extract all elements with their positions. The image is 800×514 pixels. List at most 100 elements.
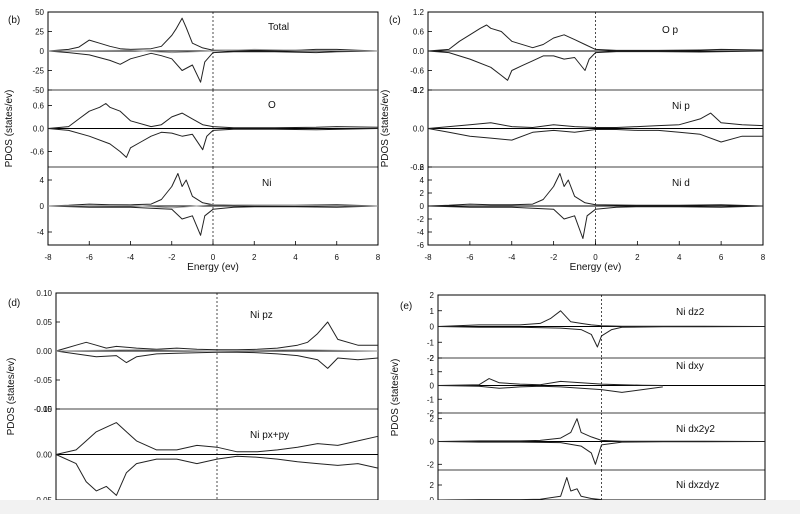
series-line	[437, 310, 766, 327]
series-line	[47, 128, 379, 158]
subplot-annotation: Ni	[262, 178, 271, 189]
series-line	[427, 205, 764, 239]
subplot-annotation: Ni dxy	[676, 361, 704, 372]
subplot-annotation: Ni dz2	[676, 307, 705, 318]
y-tick-label: 2	[430, 415, 435, 424]
series-line	[437, 385, 663, 393]
y-tick-label: 0.10	[36, 289, 52, 298]
x-tick-label: 8	[761, 253, 766, 262]
series-line	[47, 173, 379, 207]
y-tick-label: -2	[427, 409, 435, 418]
y-tick-label: 4	[420, 176, 425, 185]
series-line	[47, 204, 379, 209]
series-line	[427, 50, 764, 81]
y-tick-label: 2	[430, 354, 435, 363]
x-tick-label: -2	[168, 253, 176, 262]
y-tick-label: -2	[427, 460, 435, 469]
series-line	[437, 441, 766, 465]
y-tick-label: 1	[430, 307, 435, 316]
y-tick-label: -2	[427, 354, 435, 363]
x-tick-label: 0	[211, 253, 216, 262]
x-tick-label: -4	[508, 253, 516, 262]
subplot-annotation: Ni dxzdyz	[676, 480, 719, 491]
subplot-annotation: Ni p	[672, 101, 690, 112]
series-line	[47, 17, 379, 52]
y-tick-label: 0	[430, 382, 435, 391]
x-axis-label: Energy (ev)	[570, 262, 622, 273]
subplot-annotation: Total	[268, 22, 289, 33]
series-line	[47, 50, 379, 83]
series-line	[47, 103, 379, 129]
series-line	[47, 48, 379, 54]
y-tick-label: -4	[37, 228, 45, 237]
x-tick-label: 4	[677, 253, 682, 262]
series-line	[427, 112, 764, 129]
subplot-annotation: Ni px+py	[250, 430, 289, 441]
panel-frame-d	[55, 292, 379, 501]
y-tick-label: 0.2	[413, 86, 425, 95]
y-tick-label: -25	[32, 67, 44, 76]
y-tick-label: 0	[430, 323, 435, 332]
series-line	[55, 349, 379, 352]
x-tick-label: 8	[376, 253, 381, 262]
series-line	[437, 477, 602, 501]
panel-label: (c)	[389, 15, 401, 26]
x-tick-label: 2	[635, 253, 640, 262]
y-tick-label: 0	[40, 202, 45, 211]
y-tick-label: -6	[417, 241, 425, 250]
y-tick-label: 2	[420, 189, 425, 198]
x-tick-label: -6	[466, 253, 474, 262]
y-axis-label: PDOS (states/ev)	[4, 90, 15, 168]
y-tick-label: -0.10	[34, 405, 53, 414]
y-tick-label: 0.00	[36, 347, 52, 356]
y-tick-label: 1	[430, 368, 435, 377]
y-tick-label: 50	[35, 8, 44, 17]
y-axis-label: PDOS (states/ev)	[6, 358, 17, 436]
y-tick-label: -1	[427, 395, 435, 404]
y-tick-label: -1	[427, 338, 435, 347]
y-tick-label: 1.2	[413, 8, 425, 17]
y-tick-label: -0.05	[34, 376, 53, 385]
x-axis-label: Energy (ev)	[187, 262, 239, 273]
y-tick-label: 0.05	[36, 405, 52, 414]
y-tick-label: -0.6	[30, 148, 44, 157]
x-tick-label: 0	[593, 253, 598, 262]
y-axis-label: PDOS (states/ev)	[380, 90, 391, 168]
x-tick-label: 6	[719, 253, 724, 262]
series-line	[55, 422, 379, 455]
y-tick-label: 2	[430, 291, 435, 300]
x-tick-label: -8	[44, 253, 52, 262]
subplot-annotation: O	[268, 100, 276, 111]
series-line	[427, 24, 764, 52]
x-tick-label: 4	[293, 253, 298, 262]
x-tick-label: -6	[86, 253, 94, 262]
y-tick-label: -1.2	[410, 86, 424, 95]
y-tick-label: 0.0	[33, 125, 45, 134]
y-tick-label: -0.6	[410, 67, 424, 76]
y-tick-label: -4	[417, 228, 425, 237]
x-tick-label: 6	[335, 253, 340, 262]
x-tick-label: 2	[252, 253, 257, 262]
y-tick-label: -0.2	[410, 163, 424, 172]
y-tick-label: -50	[32, 86, 44, 95]
y-tick-label: 0.6	[413, 28, 425, 37]
y-tick-label: 0.0	[413, 47, 425, 56]
y-tick-label: 0	[40, 47, 45, 56]
series-line	[55, 350, 379, 369]
series-line	[427, 128, 763, 143]
x-tick-label: -8	[424, 253, 432, 262]
y-tick-label: -2	[417, 215, 425, 224]
y-tick-label: 0.6	[33, 101, 45, 110]
panel-label: (b)	[8, 15, 20, 26]
y-axis-label: PDOS (states/ev)	[390, 359, 401, 437]
y-tick-label: 2	[430, 481, 435, 490]
series-line	[55, 454, 379, 496]
series-line	[437, 378, 663, 386]
x-tick-label: -2	[550, 253, 558, 262]
page-footer-strip	[0, 500, 800, 514]
y-tick-label: 0.00	[36, 451, 52, 460]
y-tick-label: 0	[420, 202, 425, 211]
subplot-annotation: O p	[662, 25, 679, 36]
subplot-annotation: Ni pz	[250, 310, 273, 321]
